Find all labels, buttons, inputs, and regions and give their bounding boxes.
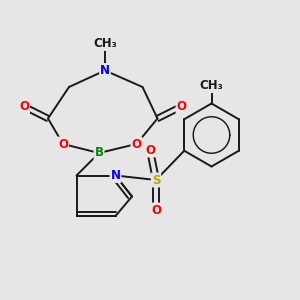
- Text: O: O: [58, 137, 68, 151]
- Text: O: O: [151, 203, 161, 217]
- Text: CH₃: CH₃: [200, 79, 224, 92]
- Text: N: N: [110, 169, 121, 182]
- Text: S: S: [152, 173, 160, 187]
- Text: O: O: [145, 143, 155, 157]
- Text: O: O: [19, 100, 29, 113]
- Text: B: B: [94, 146, 103, 160]
- Text: CH₃: CH₃: [93, 37, 117, 50]
- Text: N: N: [100, 64, 110, 77]
- Text: O: O: [131, 137, 142, 151]
- Text: O: O: [176, 100, 187, 113]
